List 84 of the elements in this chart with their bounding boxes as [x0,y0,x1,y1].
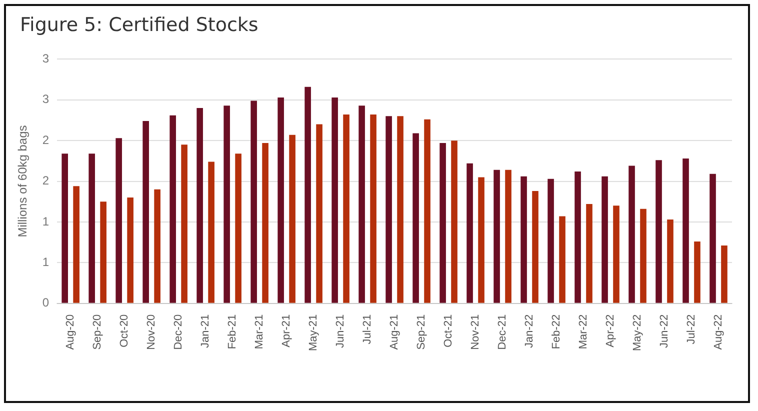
bar [62,154,68,303]
bar [559,216,566,303]
bar [451,140,458,303]
bar [440,143,446,303]
x-tick-label: May-22 [632,314,644,352]
bar [250,100,257,303]
bar [613,206,620,303]
bar [316,124,322,303]
x-tick-label: Apr-21 [280,314,293,348]
bar [235,154,242,303]
chart-title: Figure 5: Certified Stocks [20,14,258,36]
bar [142,121,149,303]
bar [386,116,392,303]
bar [289,134,296,303]
bar [602,176,608,303]
y-tick-label: 3 [42,92,50,106]
bar [262,143,268,303]
y-tick-label: 2 [42,132,50,147]
bar [224,106,230,303]
x-tick-label: Aug-22 [712,314,725,350]
bar [586,204,592,303]
x-tick-label: Nov-21 [470,314,482,350]
bar [127,198,134,303]
bar [478,177,484,303]
x-tick-label: Feb-21 [226,314,239,350]
y-tick-label: 2 [42,174,50,188]
x-tick-label: Sep-21 [416,314,428,350]
x-tick-label: Nov-20 [146,314,158,350]
bar [154,189,160,303]
y-tick-label: 0 [42,296,50,310]
x-tick-label: Mar-22 [578,314,590,350]
x-tick-label: Aug-20 [64,314,77,350]
x-tick-label: Aug-21 [388,314,401,350]
bar [682,158,689,303]
y-tick-label: 1 [42,214,50,228]
x-tick-label: Mar-21 [254,314,266,350]
x-tick-label: Jan-22 [524,314,536,348]
bar [494,170,500,303]
x-tick-label: Jul-21 [362,314,374,344]
bar [181,144,188,303]
bar [656,160,662,303]
x-tick-label: Jun-22 [658,314,671,348]
x-tick-label: Jun-21 [334,314,347,348]
bar [73,186,80,303]
bar [505,170,512,303]
bar [278,97,284,303]
x-tick-label: Feb-22 [550,314,563,350]
bar [332,97,338,303]
bar [370,114,376,303]
x-tick-label: Jan-21 [200,314,212,348]
x-tick-label: May-21 [308,314,320,352]
bar [170,115,176,303]
bar [88,154,95,303]
x-tick-label: Dec-21 [496,314,509,350]
bar [412,133,419,303]
x-tick-label: Oct-21 [442,314,455,348]
y-tick-label: 1 [42,254,50,269]
bar [466,163,473,303]
bar [694,241,700,303]
bar [100,202,106,303]
bar [397,116,404,303]
bar [196,108,203,303]
bar [424,119,430,303]
bar [343,114,350,303]
x-tick-label: Jul-22 [686,314,698,344]
bar [721,246,728,303]
x-tick-label: Apr-22 [604,314,617,348]
bar [358,106,365,303]
x-tick-label: Oct-20 [118,314,131,348]
bar [304,86,311,303]
bar [208,162,214,303]
bar [667,220,674,303]
bar [710,174,716,303]
y-tick-label: 3 [42,52,50,66]
y-axis-title: Millions of 60kg bags [16,125,30,238]
bar [628,166,635,303]
x-tick-label: Dec-20 [172,314,185,350]
bar [640,208,646,303]
bar [574,171,581,303]
x-tick-label: Sep-20 [92,314,104,350]
bar [532,191,538,303]
bar [520,176,527,303]
bar [548,178,554,303]
bar [116,138,122,303]
